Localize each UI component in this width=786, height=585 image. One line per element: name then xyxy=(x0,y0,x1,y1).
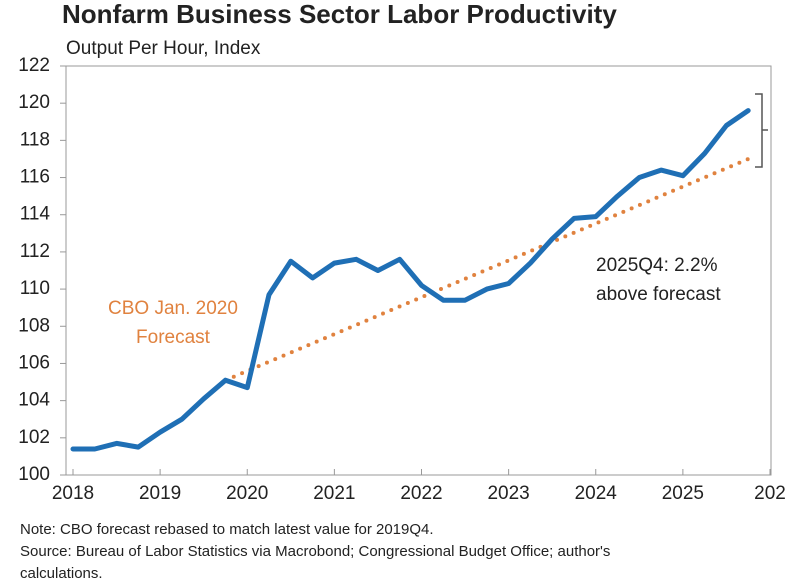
x-tick-label: 2019 xyxy=(139,483,181,504)
y-tick-label: 116 xyxy=(20,167,50,188)
y-tick-label: 104 xyxy=(18,390,50,411)
x-tick-label: 2020 xyxy=(226,483,268,504)
footnote: Note: CBO forecast rebased to match late… xyxy=(20,521,434,538)
y-tick-label: 102 xyxy=(18,427,50,448)
y-tick-label: 108 xyxy=(18,315,50,336)
annotation: above forecast xyxy=(596,284,721,305)
y-tick-label: 122 xyxy=(18,55,50,76)
footnote: calculations. xyxy=(20,565,103,582)
chart-subtitle: Output Per Hour, Index xyxy=(66,38,261,59)
y-tick-label: 112 xyxy=(20,241,50,262)
series-label: CBO Jan. 2020 xyxy=(108,298,238,319)
annotation: 2025Q4: 2.2% xyxy=(596,255,718,276)
x-tick-label: 2021 xyxy=(313,483,355,504)
bracket xyxy=(755,93,768,168)
y-tick-label: 120 xyxy=(18,92,50,113)
data-line xyxy=(70,108,751,452)
x-tick-label: 2018 xyxy=(52,483,94,504)
chart-title: Nonfarm Business Sector Labor Productivi… xyxy=(62,0,617,29)
y-tick-label: 106 xyxy=(18,352,50,373)
x-tick-label: 2024 xyxy=(575,483,618,504)
plot-frame xyxy=(65,65,772,476)
y-tick-label: 114 xyxy=(20,204,51,225)
x-tick-label: 2023 xyxy=(487,483,529,504)
footnote: Source: Bureau of Labor Statistics via M… xyxy=(20,543,610,560)
x-tick-label: 2025 xyxy=(662,483,704,504)
y-tick-label: 110 xyxy=(20,278,50,299)
x-tick-label: 2022 xyxy=(400,483,442,504)
series-label: Forecast xyxy=(136,327,211,348)
y-tick-label: 100 xyxy=(18,464,50,485)
x-tick-label: 202 xyxy=(754,483,786,504)
y-tick-label: 118 xyxy=(20,129,50,150)
